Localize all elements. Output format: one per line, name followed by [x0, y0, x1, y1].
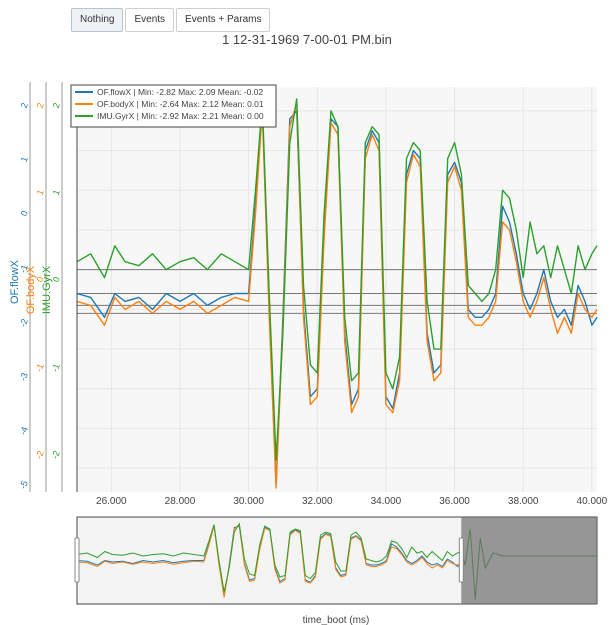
chart-title: 1 12-31-1969 7-00-01 PM.bin	[222, 32, 392, 47]
event-mode-toggle: Nothing Events Events + Params	[71, 8, 272, 32]
bodyx-axis-tick: 0	[35, 275, 46, 283]
legend[interactable]: OF.flowX | Min: -2.82 Max: 2.09 Mean: -0…	[70, 84, 277, 128]
gyrx-series-line	[76, 98, 598, 461]
x-axis-label: time_boot (ms)	[303, 615, 370, 625]
flowx-axis-tick: -5	[18, 479, 30, 490]
x-tick-label: 32.000	[302, 496, 333, 507]
main-plot[interactable]	[76, 87, 598, 492]
legend-entry: OF.bodyX | Min: -2.64 Max: 2.12 Mean: 0.…	[97, 99, 264, 109]
nothing-button[interactable]: Nothing	[71, 8, 124, 32]
legend-entry: OF.flowX | Min: -2.82 Max: 2.09 Mean: -0…	[97, 87, 263, 97]
range-slider[interactable]	[74, 516, 598, 605]
x-tick-label: 38.000	[508, 496, 539, 507]
bodyx-axis-label: OF.bodyX	[25, 265, 37, 314]
flowx-axis-label: OF.flowX	[9, 259, 21, 304]
gyrx-axis-label: IMU.GyrX	[41, 265, 53, 314]
gyrx-axis-tick: -1	[50, 362, 62, 373]
bodyx-axis-tick: -1	[34, 362, 46, 373]
gyrx-axis-tick: -2	[50, 449, 62, 460]
x-tick-label: 34.000	[371, 496, 402, 507]
gyrx-axis-tick: 0	[51, 275, 62, 283]
x-tick-label: 28.000	[165, 496, 196, 507]
flowx-axis-tick: -1	[18, 263, 30, 274]
gyrx-axis-tick: 1	[51, 188, 62, 196]
bodyx-axis-tick: 1	[35, 188, 46, 196]
bodyx-axis-tick: 2	[35, 101, 46, 109]
legend-box	[70, 84, 277, 128]
flowx-axis-tick: 2	[19, 101, 30, 109]
x-tick-label: 36.000	[439, 496, 470, 507]
x-tick-label: 30.000	[233, 496, 264, 507]
flowx-axis-tick: -4	[18, 425, 30, 436]
events-params-button[interactable]: Events + Params	[176, 8, 271, 32]
rangeslider-handle[interactable]	[458, 537, 464, 583]
flowx-axis-tick: 1	[19, 155, 30, 163]
events-button[interactable]: Events	[125, 8, 175, 32]
flowx-axis-tick: -2	[18, 317, 30, 328]
y-axes: 210-1-2-3-4-5OF.flowX210-1-2OF.bodyX210-…	[9, 82, 63, 492]
rangeslider-mask	[461, 517, 597, 604]
flowx-axis-tick: -3	[18, 371, 30, 382]
flowx-axis-tick: 0	[19, 209, 30, 217]
x-tick-label: 40.000	[577, 496, 608, 507]
rangeslider-series-line	[76, 522, 462, 593]
gyrx-axis-tick: 2	[51, 101, 62, 109]
legend-entry: IMU.GyrX | Min: -2.92 Max: 2.21 Mean: 0.…	[97, 111, 264, 121]
plot-background	[77, 87, 597, 492]
x-axis: 26.000 28.000 30.000 32.000 34.000 36.000 38.0…	[96, 496, 608, 507]
x-tick-label: 26.000	[96, 496, 127, 507]
bodyx-axis-tick: -2	[34, 449, 46, 460]
rangeslider-handle[interactable]	[74, 537, 80, 583]
